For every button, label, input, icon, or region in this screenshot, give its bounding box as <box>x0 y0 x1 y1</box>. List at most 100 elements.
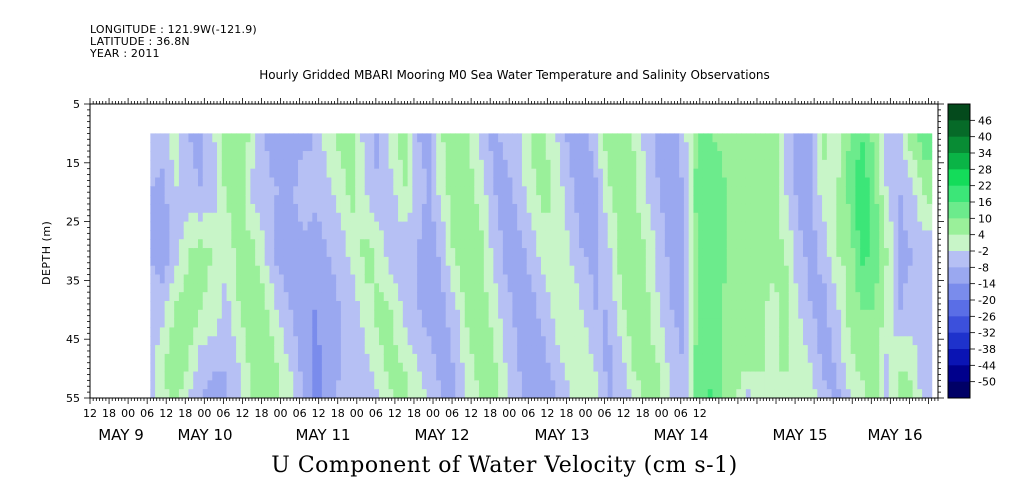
heat-cell <box>164 159 170 170</box>
heat-cell <box>283 203 290 214</box>
heat-cell <box>283 177 290 187</box>
heat-cell <box>531 292 537 302</box>
heat-cell <box>388 309 394 320</box>
heat-cell <box>469 362 475 373</box>
heat-cell <box>836 265 842 276</box>
heat-cell <box>479 371 485 381</box>
heat-cell <box>193 168 199 179</box>
heat-cell <box>426 309 433 320</box>
heat-cell <box>645 283 652 293</box>
heat-cell <box>855 353 861 364</box>
heat-cell <box>155 239 161 249</box>
heat-cell <box>379 256 385 267</box>
heat-cell <box>621 221 628 232</box>
heat-cell <box>312 256 318 267</box>
heat-cell <box>383 142 390 152</box>
heat-cell <box>917 283 923 293</box>
heat-cell <box>278 168 285 179</box>
heat-cell <box>607 336 614 346</box>
heat-cell <box>907 318 914 329</box>
heat-cell <box>288 151 294 161</box>
heat-cell <box>731 389 737 398</box>
heat-cell <box>917 248 923 258</box>
heat-cell <box>807 309 814 320</box>
heat-cell <box>236 256 242 267</box>
heat-cell <box>388 274 394 284</box>
heat-cell <box>922 371 928 381</box>
heat-cell <box>788 159 795 170</box>
heat-cell <box>407 265 413 276</box>
heat-cell <box>693 309 699 320</box>
heat-cell <box>826 362 833 373</box>
heat-cell <box>826 133 833 143</box>
heat-cell <box>483 221 490 232</box>
heat-cell <box>760 327 766 337</box>
heat-cell <box>917 195 923 205</box>
heat-cell <box>521 389 528 398</box>
heat-cell <box>636 274 642 284</box>
heat-cell <box>259 248 266 258</box>
heat-cell <box>455 380 461 390</box>
heat-cell <box>474 283 480 293</box>
heat-cell <box>626 389 633 398</box>
heat-cell <box>855 151 861 161</box>
heat-cell <box>764 318 771 329</box>
heat-cell <box>669 274 675 284</box>
heat-cell <box>178 159 185 170</box>
heat-cell <box>641 195 647 205</box>
heat-cell <box>664 309 671 320</box>
heat-cell <box>641 142 647 152</box>
heat-cell <box>679 151 685 161</box>
heat-cell <box>912 203 918 214</box>
heat-cell <box>483 283 490 293</box>
heat-cell <box>398 362 404 373</box>
heat-cell <box>536 265 542 276</box>
heat-cell <box>412 256 418 267</box>
heat-cell <box>631 300 637 311</box>
heat-cell <box>574 309 580 320</box>
heat-cell <box>178 248 185 258</box>
heat-cell <box>783 362 790 373</box>
heat-cell <box>212 380 218 390</box>
heat-cell <box>912 336 918 346</box>
heat-cell <box>612 300 618 311</box>
heat-cell <box>440 133 447 143</box>
heat-cell <box>841 283 847 293</box>
heat-cell <box>226 248 232 258</box>
heat-cell <box>455 221 461 232</box>
heat-cell <box>374 309 380 320</box>
heat-cell <box>745 362 752 373</box>
heat-cell <box>602 203 609 214</box>
heat-cell <box>788 239 795 249</box>
heat-cell <box>764 159 771 170</box>
heat-cell <box>702 345 709 355</box>
heat-cell <box>488 309 494 320</box>
heat-cell <box>555 345 561 355</box>
heat-cell <box>674 248 680 258</box>
heat-cell <box>412 142 418 152</box>
heat-cell <box>779 336 785 346</box>
heat-cell <box>159 265 166 276</box>
heat-cell <box>845 168 852 179</box>
heat-cell <box>583 195 590 205</box>
heat-cell <box>898 168 904 179</box>
heat-cell <box>178 195 185 205</box>
heat-cell <box>255 142 261 152</box>
heat-cell <box>436 353 442 364</box>
heat-cell <box>593 239 599 249</box>
heat-cell <box>421 362 428 373</box>
heat-cell <box>426 203 433 214</box>
heat-cell <box>398 256 404 267</box>
heat-cell <box>560 186 566 196</box>
heat-cell <box>864 248 871 258</box>
heat-cell <box>340 283 347 293</box>
heat-cell <box>588 371 594 381</box>
heat-cell <box>860 168 866 179</box>
heat-cell <box>736 221 742 232</box>
heat-cell <box>812 168 818 179</box>
heat-cell <box>922 230 928 240</box>
heat-cell <box>645 345 652 355</box>
heat-cell <box>917 300 923 311</box>
heat-cell <box>531 195 537 205</box>
heat-cell <box>188 256 194 267</box>
